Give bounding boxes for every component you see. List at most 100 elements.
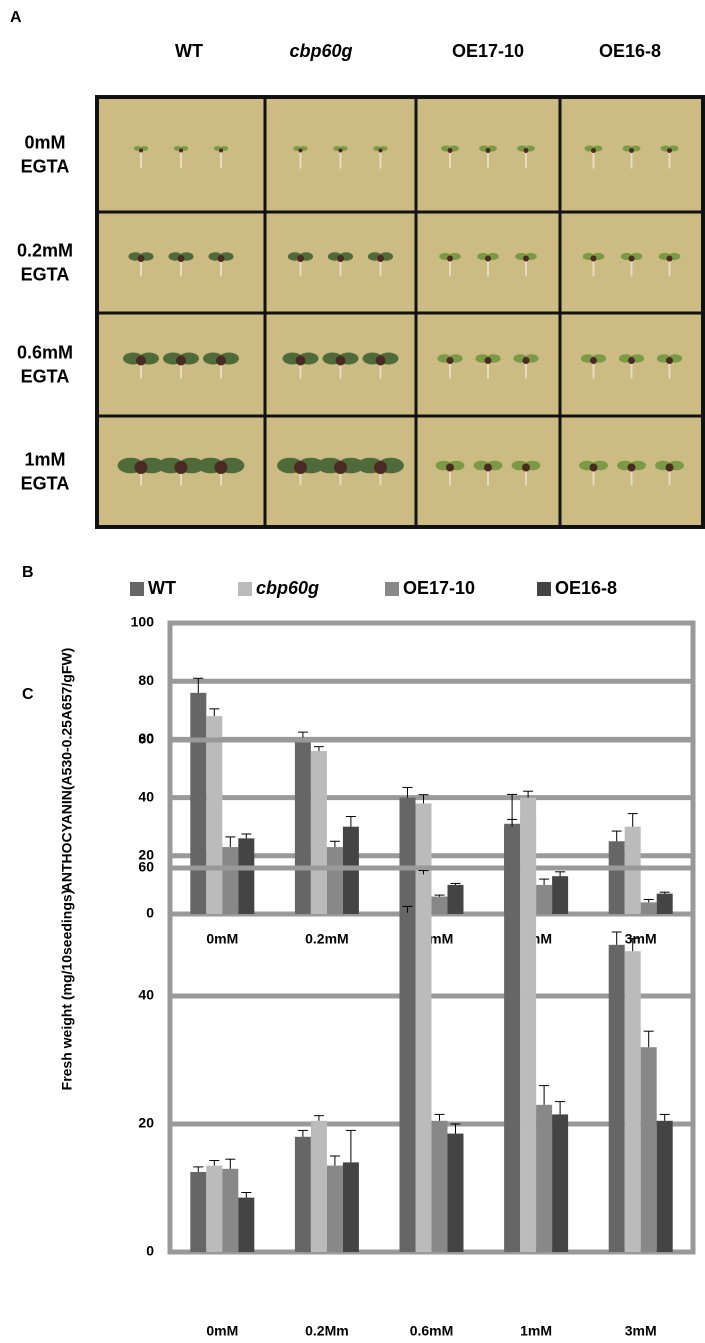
bar	[624, 951, 641, 1252]
bar	[431, 1120, 448, 1252]
seedling-center	[523, 148, 529, 153]
panel-label: C	[22, 686, 34, 703]
bar	[326, 1165, 343, 1252]
x-tick-label: 0mM	[206, 931, 238, 947]
bar	[608, 841, 625, 914]
bar	[310, 751, 327, 914]
bar	[190, 692, 207, 914]
seedling-center	[136, 355, 146, 366]
bar	[415, 874, 432, 1252]
bar	[238, 1197, 255, 1252]
seedling-center	[219, 148, 223, 153]
row-label: 1mM	[24, 449, 65, 469]
bar	[399, 912, 416, 1252]
seedling-center	[629, 148, 634, 153]
seedling-center	[628, 357, 635, 364]
bar	[504, 826, 521, 1252]
seedling-center	[589, 463, 598, 472]
seedling-center	[174, 461, 188, 474]
legend-swatch	[537, 582, 551, 596]
seedling-center	[665, 463, 674, 472]
row-label: EGTA	[21, 156, 70, 176]
seedling-center	[335, 355, 346, 366]
legend-swatch	[385, 582, 399, 596]
panel-label: A	[10, 9, 22, 26]
y-tick-label: 40	[138, 987, 154, 1003]
x-tick-label: 0.6mM	[410, 1323, 454, 1339]
seedling-center	[137, 255, 145, 262]
seedling-center	[447, 255, 453, 262]
column-header: OE16-8	[599, 41, 661, 61]
bar	[656, 893, 673, 914]
bar	[222, 1168, 239, 1252]
bar	[640, 1047, 657, 1252]
y-tick-label: 0	[146, 1243, 154, 1259]
seedling-center	[447, 148, 453, 153]
legend-label: cbp60g	[256, 578, 319, 598]
y-tick-label: 0	[146, 905, 154, 921]
seedling-center	[667, 148, 672, 153]
seedling-center	[216, 355, 226, 366]
bar	[447, 1133, 464, 1252]
seedling-center	[485, 255, 491, 262]
seedling-center	[446, 357, 454, 364]
bar	[342, 1162, 359, 1252]
y-tick-label: 60	[138, 859, 154, 875]
column-header: WT	[175, 41, 203, 61]
seedling-center	[214, 461, 228, 474]
bar	[206, 1165, 223, 1252]
y-axis-label: Fresh weight (mg/10seedings)	[59, 890, 75, 1091]
row-label: EGTA	[21, 264, 70, 284]
x-tick-label: 1mM	[520, 1323, 552, 1339]
x-tick-label: 0.2Mm	[305, 1323, 349, 1339]
seedling-center	[522, 463, 530, 472]
seedling-center	[179, 148, 183, 153]
seedling-center	[177, 255, 185, 262]
seedling-center	[484, 357, 492, 364]
seedling-center	[522, 357, 530, 364]
y-tick-label: 80	[138, 672, 154, 688]
column-header: OE17-10	[452, 41, 524, 61]
legend-label: WT	[148, 578, 176, 598]
seedling-center	[590, 357, 597, 364]
seedling-center	[484, 463, 492, 472]
seedling-center	[627, 463, 636, 472]
seedling-center	[485, 148, 491, 153]
bar	[190, 1172, 207, 1252]
seedling-center	[590, 255, 597, 262]
x-tick-label: 0mM	[206, 1323, 238, 1339]
seedling-center	[139, 148, 143, 153]
seedling-center	[666, 255, 673, 262]
bar	[536, 1104, 553, 1252]
row-label: 0mM	[24, 132, 65, 152]
y-axis-label: ANTHOCYANIN(A530-0.25A657/gFW)	[59, 648, 75, 893]
row-label: EGTA	[21, 366, 70, 386]
row-label: EGTA	[21, 473, 70, 493]
bar	[238, 838, 255, 914]
bar	[608, 944, 625, 1252]
seedling-center	[298, 148, 303, 153]
bar	[399, 797, 416, 914]
legend-label: OE17-10	[403, 578, 475, 598]
y-tick-label: 20	[138, 1115, 154, 1131]
row-label: 0.2mM	[17, 240, 73, 260]
bar	[222, 847, 239, 914]
seedling-center	[375, 355, 386, 366]
seedling-center	[523, 255, 529, 262]
bar	[206, 716, 223, 914]
seedling-center	[334, 461, 347, 474]
seedling-center	[378, 148, 383, 153]
seedling-center	[337, 255, 344, 262]
seedling-center	[297, 255, 304, 262]
y-tick-label: 40	[138, 788, 154, 804]
seedling-center	[374, 461, 387, 474]
bar	[552, 876, 569, 914]
bar	[656, 1120, 673, 1252]
legend-swatch	[130, 582, 144, 596]
seedling-center	[134, 461, 148, 474]
seedling-center	[295, 355, 306, 366]
column-header: cbp60g	[289, 41, 352, 61]
seedling-center	[666, 357, 673, 364]
bar	[294, 739, 311, 914]
